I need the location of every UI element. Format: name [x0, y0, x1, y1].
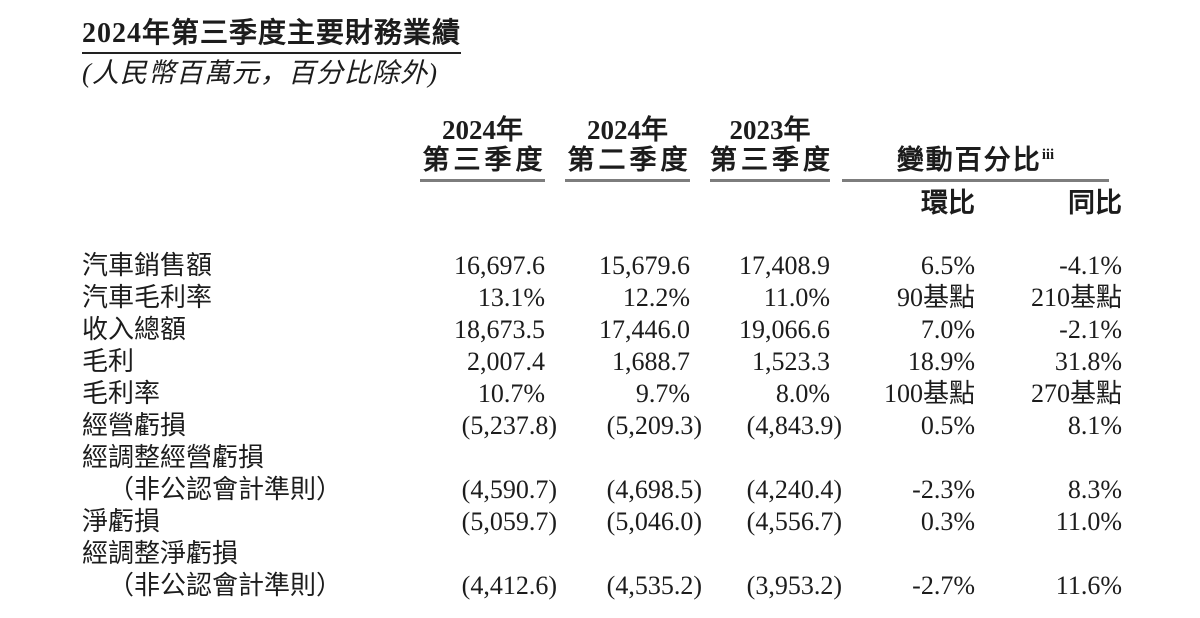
- value-cell: 15,679.6: [599, 251, 690, 280]
- value-cell-empty: [557, 538, 702, 570]
- page-subtitle: (人民幣百萬元，百分比除外): [82, 58, 438, 88]
- table-body: 汽車銷售額 16,697.6 15,679.6 17,408.9 6.5% -4.1% 汽車…: [82, 250, 1122, 602]
- value-cell: 0.3%: [920, 507, 975, 536]
- period-year: 2024年: [442, 115, 523, 145]
- row-label: 經調整淨虧損: [82, 539, 239, 568]
- row-label: 毛利: [82, 347, 135, 376]
- period-quarter: 第三季度: [422, 145, 547, 175]
- value-cell: 1,688.7: [612, 347, 690, 376]
- row-label: 收入總額: [82, 315, 187, 344]
- value-cell: (4,412.6): [461, 571, 557, 600]
- value-cell: 11.0%: [763, 283, 830, 312]
- value-cell: 210基點: [1030, 283, 1122, 312]
- subheader-yoy: 同比: [1068, 188, 1122, 218]
- value-cell: 1,523.3: [752, 347, 830, 376]
- table-header: 2024年 第三季度 2024年 第二季度 2023年 第三季度 變動百分比ii…: [82, 115, 1122, 182]
- value-cell: (4,843.9): [746, 411, 842, 440]
- value-cell: -2.7%: [912, 571, 975, 600]
- row-label: 經營虧損: [82, 411, 187, 440]
- row-label: 汽車銷售額: [82, 251, 213, 280]
- row-label: 汽車毛利率: [82, 283, 213, 312]
- value-cell: (5,209.3): [606, 411, 702, 440]
- value-cell: 10.7%: [477, 379, 545, 408]
- table-subheader: 環比 同比: [82, 189, 1122, 217]
- value-cell-empty: [975, 538, 1122, 570]
- value-cell: (4,240.4): [746, 475, 842, 504]
- subheader-spacer: [420, 189, 557, 217]
- value-cell: 7.0%: [920, 315, 975, 344]
- value-cell: 8.3%: [1067, 475, 1122, 504]
- value-cell: -2.1%: [1059, 315, 1122, 344]
- value-cell: (4,535.2): [606, 571, 702, 600]
- value-cell: 17,446.0: [599, 315, 690, 344]
- value-cell: -2.3%: [912, 475, 975, 504]
- financial-table: 2024年 第三季度 2024年 第二季度 2023年 第三季度 變動百分比ii…: [82, 115, 1122, 602]
- value-cell-empty: [842, 538, 975, 570]
- value-cell-empty: [702, 538, 842, 570]
- value-cell-empty: [975, 442, 1122, 474]
- change-group-label: 變動百分比: [896, 145, 1042, 175]
- value-cell: (3,953.2): [746, 571, 842, 600]
- value-cell: (5,237.8): [461, 411, 557, 440]
- period-header-2024q2: 2024年 第二季度: [557, 115, 702, 182]
- value-cell: 16,697.6: [454, 251, 545, 280]
- value-cell: 9.7%: [635, 379, 690, 408]
- row-label: 經調整經營虧損: [82, 443, 265, 472]
- value-cell: (4,556.7): [746, 507, 842, 536]
- value-cell: 90基點: [896, 283, 975, 312]
- value-cell: 19,066.6: [739, 315, 830, 344]
- value-cell: -4.1%: [1059, 251, 1122, 280]
- value-cell: 18,673.5: [454, 315, 545, 344]
- value-cell: (4,698.5): [606, 475, 702, 504]
- value-cell: 270基點: [1030, 379, 1122, 408]
- value-cell: 18.9%: [907, 347, 975, 376]
- value-cell-empty: [842, 442, 975, 474]
- period-year: 2024年: [587, 115, 668, 145]
- value-cell-empty: [557, 442, 702, 474]
- value-cell: 13.1%: [477, 283, 545, 312]
- value-cell: (5,059.7): [461, 507, 557, 536]
- value-cell: 6.5%: [920, 251, 975, 280]
- value-cell: 11.6%: [1055, 571, 1122, 600]
- subheader-spacer: [82, 189, 420, 217]
- change-superscript: iii: [1041, 147, 1055, 163]
- value-cell: 31.8%: [1054, 347, 1122, 376]
- row-label-continuation: （非公認會計準則）: [108, 571, 343, 600]
- value-cell-empty: [420, 442, 557, 474]
- value-cell: 100基點: [883, 379, 975, 408]
- value-cell-empty: [702, 442, 842, 474]
- value-cell: 0.5%: [920, 411, 975, 440]
- value-cell: 8.1%: [1067, 411, 1122, 440]
- subheader-spacer: [557, 189, 702, 217]
- value-cell: (5,046.0): [606, 507, 702, 536]
- subheader-qoq: 環比: [921, 188, 975, 218]
- value-cell: 12.2%: [622, 283, 690, 312]
- period-year: 2023年: [729, 115, 811, 145]
- value-cell: 11.0%: [1055, 507, 1122, 536]
- period-header-2024q3: 2024年 第三季度: [420, 115, 557, 182]
- row-label-continuation: （非公認會計準則）: [108, 475, 343, 504]
- period-header-2023q3: 2023年 第三季度: [702, 115, 842, 182]
- period-quarter: 第二季度: [567, 145, 692, 175]
- change-group-header: 變動百分比iii: [842, 140, 1109, 182]
- value-cell: (4,590.7): [461, 475, 557, 504]
- value-cell-empty: [420, 538, 557, 570]
- value-cell: 8.0%: [775, 379, 830, 408]
- row-label: 毛利率: [82, 379, 161, 408]
- page-title: 2024年第三季度主要財務業績: [82, 18, 462, 54]
- value-cell: 17,408.9: [739, 251, 830, 280]
- row-label: 淨虧損: [82, 507, 161, 536]
- document-page: 2024年第三季度主要財務業績 (人民幣百萬元，百分比除外) 2024年 第三季…: [82, 18, 1122, 602]
- value-cell: 2,007.4: [467, 347, 545, 376]
- period-quarter: 第三季度: [710, 145, 834, 175]
- subheader-spacer: [702, 189, 842, 217]
